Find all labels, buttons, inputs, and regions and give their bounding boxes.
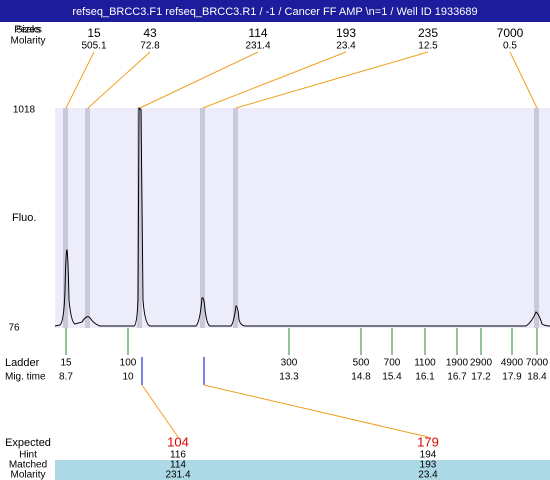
peak-size: 43 <box>143 26 157 40</box>
ladder-size: 4900 <box>501 358 524 369</box>
row-label: Sizes <box>16 25 40 36</box>
connector <box>202 51 347 109</box>
row-label: Hint <box>19 450 37 461</box>
peak-size: 7000 <box>497 26 524 40</box>
connector <box>235 51 429 109</box>
y-max-label: 1018 <box>13 105 36 116</box>
row-label: Molarity <box>10 470 45 480</box>
ladder-size: 700 <box>384 358 401 369</box>
ladder-size: 500 <box>353 358 370 369</box>
peak-molarity: 0.5 <box>503 41 517 52</box>
ladder-size: 1100 <box>414 358 436 369</box>
y-min-label: 76 <box>8 323 20 334</box>
row-label: Peaks <box>14 25 42 36</box>
peak-molarity: 23.4 <box>336 41 356 52</box>
hint-size: 194 <box>420 450 437 461</box>
peak-molarity: 505.1 <box>81 41 106 52</box>
ladder-size: 100 <box>120 358 137 369</box>
peak-size: 235 <box>418 26 438 40</box>
peak-bands <box>63 108 539 328</box>
expected-size: 179 <box>417 434 439 449</box>
matched-size: 193 <box>420 460 437 471</box>
title-bar <box>0 0 550 22</box>
ladder-time: 18.4 <box>527 372 547 383</box>
ladder-time: 10 <box>122 372 134 383</box>
peak-molarity: 72.8 <box>140 41 160 52</box>
row-label: Expected <box>5 437 51 449</box>
row-label: Molarity <box>10 36 45 47</box>
ladder-size: 300 <box>281 358 298 369</box>
ladder-time: 14.8 <box>351 372 371 383</box>
trace <box>54 106 550 327</box>
peak-molarity: 12.5 <box>418 41 438 52</box>
title: refseq_BRCC3.F1 refseq_BRCC3.R1 / -1 / C… <box>72 6 477 18</box>
plot-area <box>55 108 550 328</box>
ladder-time: 13.3 <box>279 372 299 383</box>
connector <box>87 51 151 109</box>
connector <box>141 384 179 438</box>
ladder-time: 16.1 <box>415 372 435 383</box>
ladder-time: 17.9 <box>502 372 522 383</box>
row-label: Matched <box>9 460 47 471</box>
connector <box>65 51 95 109</box>
ladder-size: 7000 <box>526 358 549 369</box>
row-label: Ladder <box>5 357 40 369</box>
matched-band <box>55 460 550 480</box>
ladder-time: 8.7 <box>59 372 73 383</box>
hint-size: 116 <box>170 450 186 461</box>
matched-molarity: 231.4 <box>165 470 190 480</box>
row-label: Mig. time <box>5 372 46 383</box>
peak-size: 15 <box>87 26 101 40</box>
matched-size: 114 <box>170 460 186 471</box>
ladder-size: 15 <box>60 358 72 369</box>
ladder-size: 2900 <box>470 358 493 369</box>
matched-molarity: 23.4 <box>418 470 438 480</box>
peak-size: 193 <box>336 26 356 40</box>
peak-molarity: 231.4 <box>245 41 270 52</box>
ladder-time: 17.2 <box>471 372 491 383</box>
expected-size: 104 <box>167 434 189 449</box>
connector <box>509 51 538 109</box>
connector <box>203 384 429 438</box>
ladder-time: 15.4 <box>382 372 402 383</box>
y-axis-label: Fluo. <box>12 212 36 224</box>
ladder-time: 16.7 <box>447 372 467 383</box>
peak-size: 114 <box>248 26 267 40</box>
connector <box>139 51 259 109</box>
ladder-size: 1900 <box>446 358 469 369</box>
